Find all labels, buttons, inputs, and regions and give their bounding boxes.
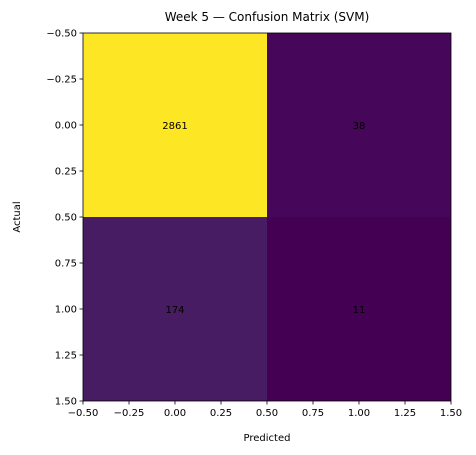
y-tick-label: 0.50 [55,213,77,224]
y-tick-label: 1.00 [55,305,77,316]
y-tick-label: 0.75 [55,259,77,270]
heatmap-cell-0-0 [83,33,267,217]
cell-value-labels: 2861 38 174 11 [162,121,365,316]
x-tick-label: 0.00 [164,408,186,419]
y-tick-label: −0.50 [46,29,77,40]
y-axis-ticks: −0.50 −0.25 0.00 0.25 0.50 0.75 1.00 1.25 1.50 [46,29,83,408]
x-tick-label: 1.25 [394,408,416,419]
y-tick-label: 1.25 [55,351,77,362]
heatmap-cell-1-0 [83,217,267,401]
x-tick-label: 1.00 [348,408,370,419]
x-tick-label: 0.50 [256,408,278,419]
chart-title: Week 5 — Confusion Matrix (SVM) [165,10,370,24]
y-tick-label: 0.25 [55,167,77,178]
heatmap-cell-1-1 [267,217,451,401]
x-tick-label: −0.25 [114,408,145,419]
x-tick-label: 0.25 [210,408,232,419]
y-axis-title: Actual [12,201,23,232]
y-tick-label: −0.25 [46,75,77,86]
y-tick-label: 0.00 [55,121,77,132]
x-tick-label: 0.75 [302,408,324,419]
cell-value-label-1-0: 174 [165,305,184,316]
x-axis-ticks: −0.50 −0.25 0.00 0.25 0.50 0.75 1.00 1.25 1.50 [68,401,462,419]
heatmap-cells [83,33,451,401]
cell-value-label-0-1: 38 [353,121,366,132]
x-axis-title: Predicted [244,433,291,444]
heatmap-cell-0-1 [267,33,451,217]
x-tick-label: −0.50 [68,408,99,419]
cell-value-label-1-1: 11 [353,305,366,316]
cell-value-label-0-0: 2861 [162,121,187,132]
x-tick-label: 1.50 [440,408,462,419]
y-tick-label: 1.50 [55,397,77,408]
